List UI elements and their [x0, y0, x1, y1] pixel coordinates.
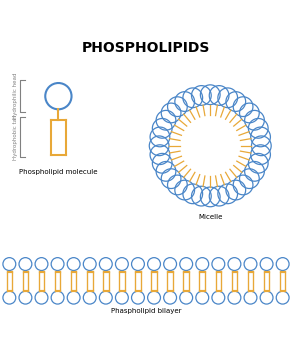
Text: PHOSPHOLIPIDS: PHOSPHOLIPIDS	[82, 41, 210, 55]
Text: Phaspholipid bilayer: Phaspholipid bilayer	[111, 308, 181, 314]
Text: Micelle: Micelle	[198, 215, 223, 220]
Text: Hydrophilic head: Hydrophilic head	[13, 73, 18, 119]
Text: Phospholipid molecule: Phospholipid molecule	[19, 169, 98, 175]
Text: Hydrophobic tail: Hydrophobic tail	[13, 114, 18, 160]
